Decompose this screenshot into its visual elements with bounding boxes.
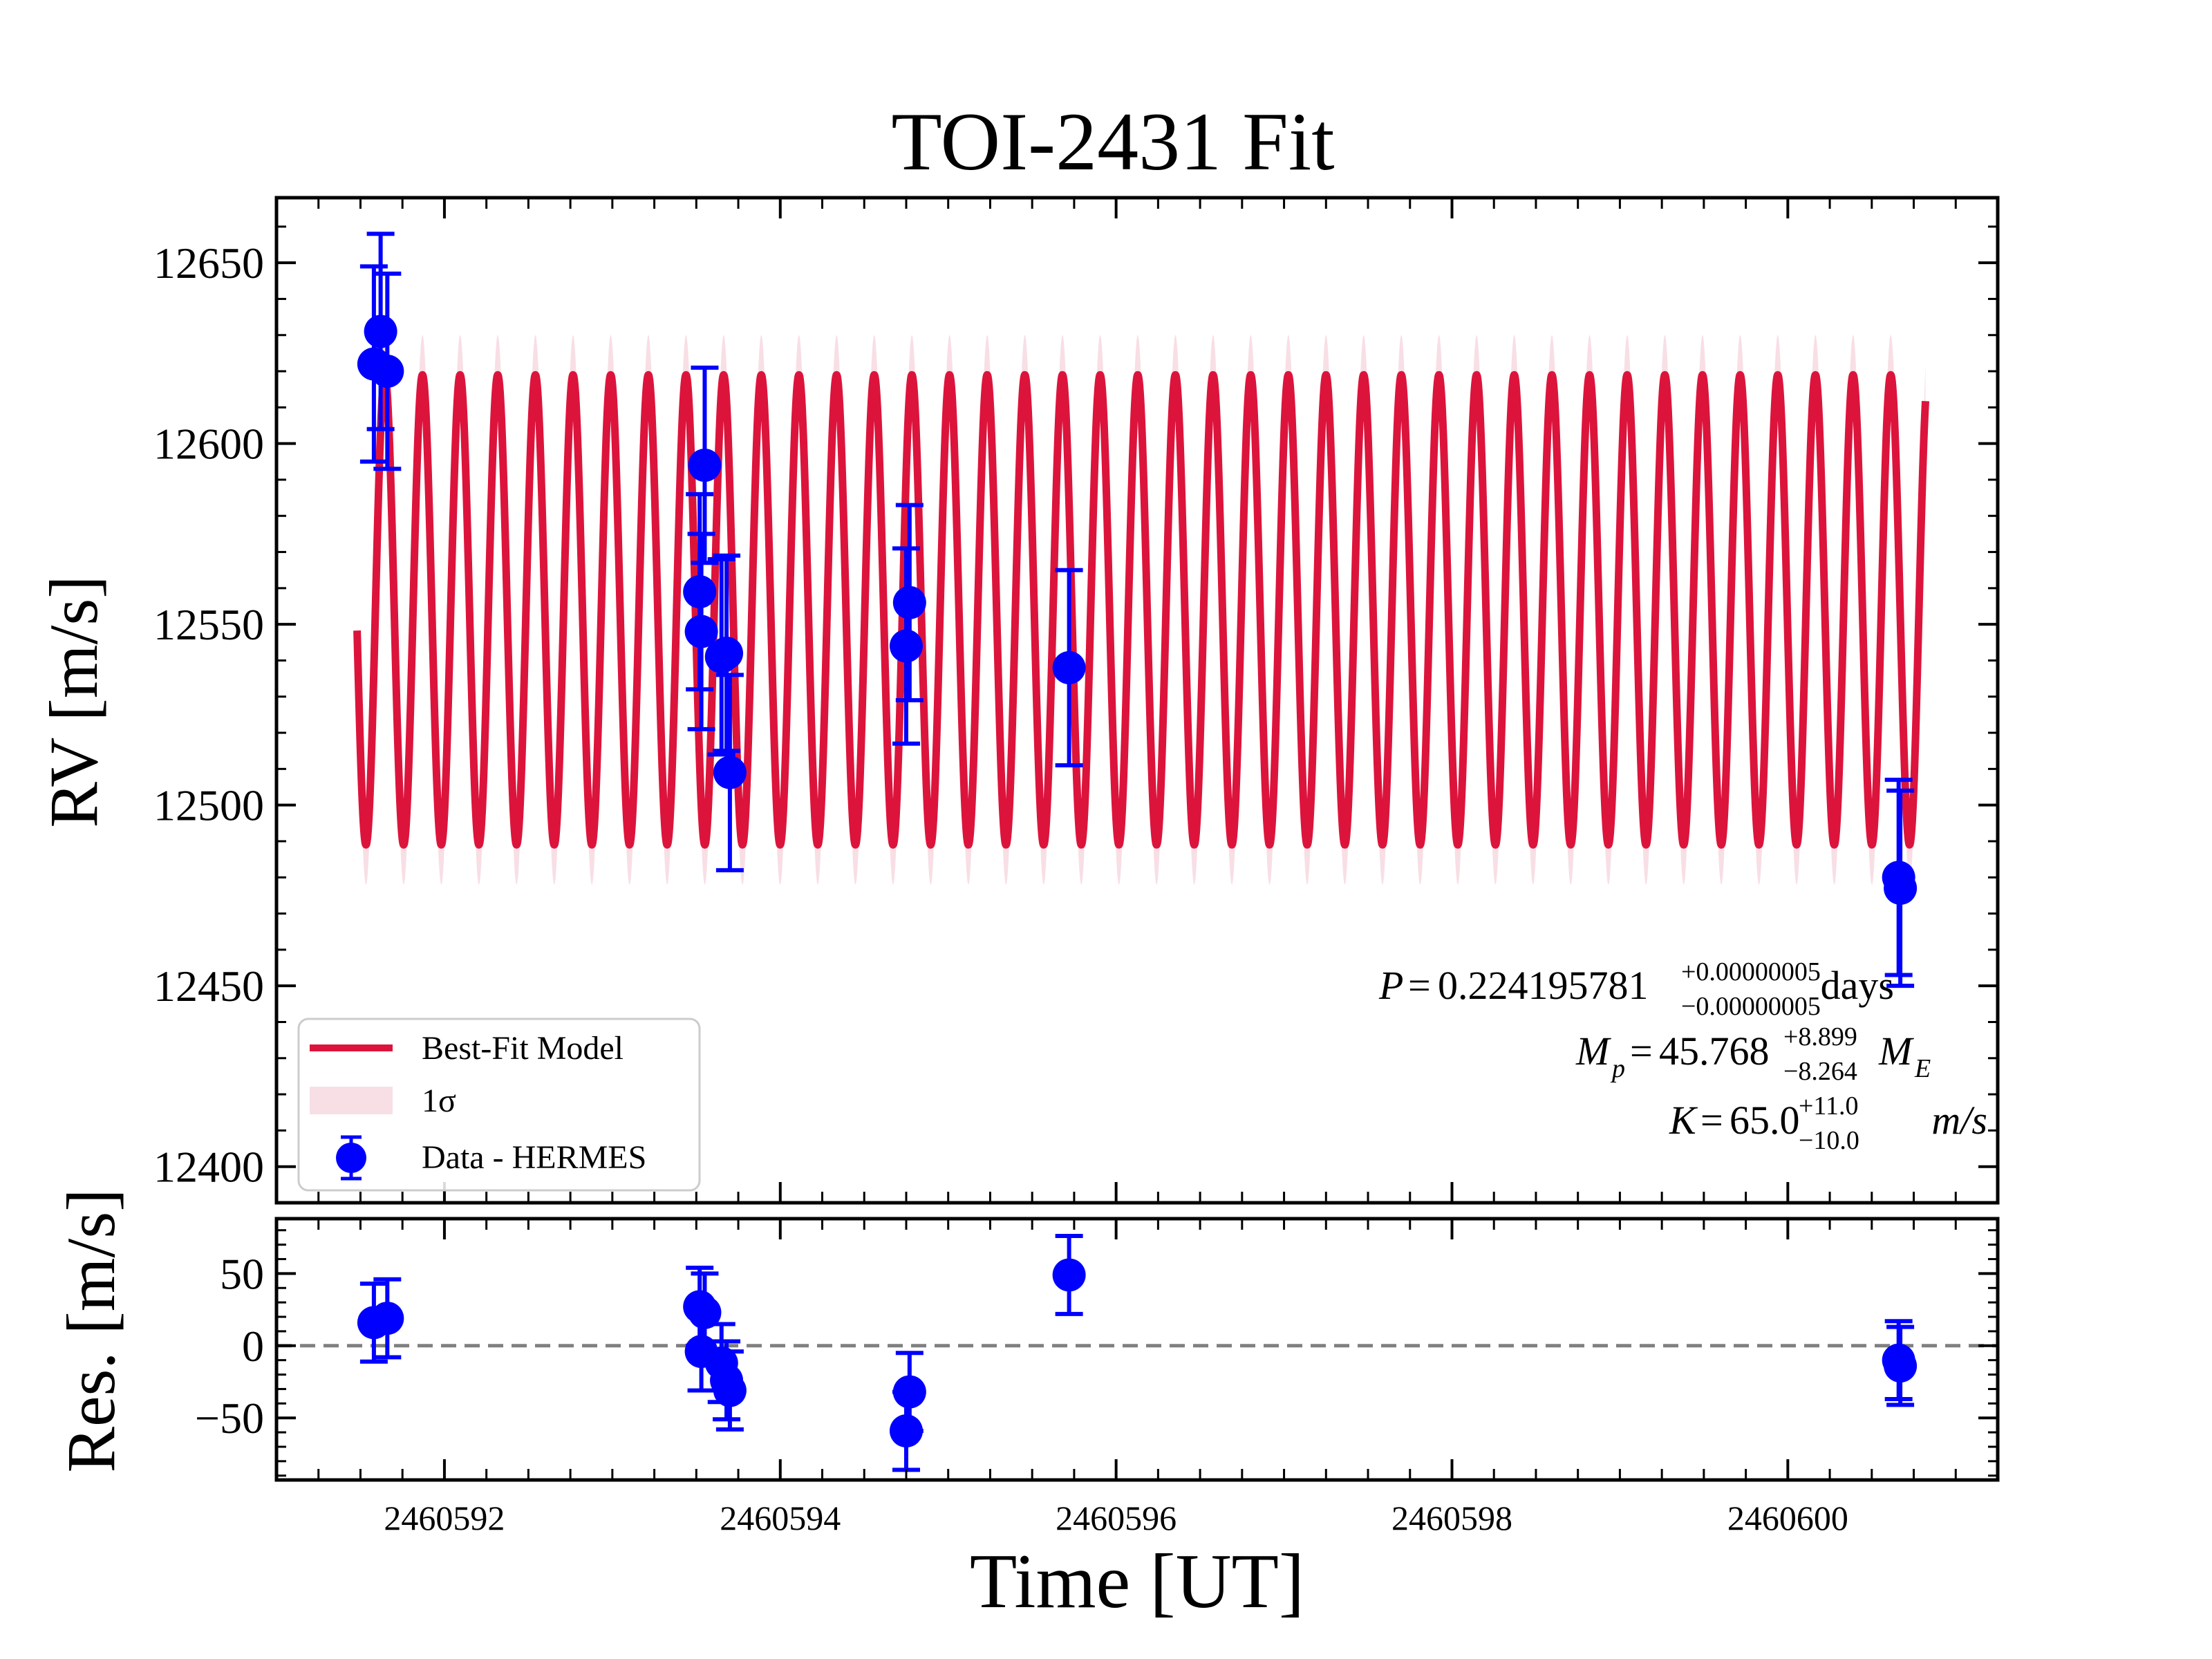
rv-data-points	[357, 232, 1918, 988]
rv-y-tick-label: 12500	[153, 781, 264, 830]
x-axis-label: Time [UT]	[970, 1539, 1304, 1624]
legend-frame	[297, 1018, 701, 1192]
mass-lower: −8.264	[1783, 1057, 1857, 1086]
rv-point-5	[688, 365, 722, 565]
mass-subscript: p	[1610, 1054, 1625, 1083]
period-upper: +0.00000005	[1681, 957, 1821, 986]
rv-y-tick-label: 12600	[153, 420, 264, 469]
residual-point-10	[1052, 1234, 1086, 1316]
rv-point-2	[371, 271, 404, 471]
best-fit-model-line	[353, 371, 1930, 849]
x-tick-label: 2460596	[1056, 1499, 1177, 1537]
period-unit: days	[1821, 963, 1894, 1008]
mass-unit-subscript: E	[1914, 1054, 1931, 1083]
rv-y-ticks: 12400 12450 12500 12550 12600 12650	[153, 225, 1998, 1192]
mass-symbol: M	[1575, 1029, 1611, 1074]
x-tick-label: 2460598	[1391, 1499, 1512, 1537]
best-fit-model-curve	[353, 371, 1930, 849]
residual-y-tick-label: 50	[220, 1249, 264, 1298]
k-unit: m/s	[1931, 1098, 1987, 1143]
mass-value: 45.768	[1659, 1029, 1770, 1074]
mass-equals: =	[1630, 1029, 1653, 1074]
legend-band-swatch	[310, 1087, 393, 1114]
rv-panel-frame	[274, 196, 2000, 1205]
residual-y-tick-label: 0	[242, 1322, 264, 1371]
legend: Best-Fit Model 1σ Data - HERMES	[297, 1018, 701, 1192]
legend-band-label: 1σ	[422, 1082, 456, 1119]
mass-annotation: M p = 45.768 +8.899 −8.264 M E	[1575, 1022, 1931, 1086]
residuals-panel: −50 0 50 2460592 2460594 2460596 2460598 24606…	[53, 1188, 2000, 1624]
residuals-panel-frame	[274, 1217, 2000, 1482]
rv-point-8	[713, 673, 747, 872]
chart-title: TOI-2431 Fit	[891, 95, 1334, 187]
rv-y-tick-label: 12550	[153, 600, 264, 649]
residual-point-12	[1884, 1324, 1918, 1407]
rv-y-axis-label: RV [m/s]	[35, 575, 112, 827]
residual-data-points	[357, 1234, 1918, 1472]
residual-y-tick-label: −50	[195, 1394, 264, 1443]
legend-model-label: Best-Fit Model	[422, 1030, 624, 1067]
period-symbol: P	[1378, 963, 1403, 1008]
residual-point-1	[371, 1277, 404, 1360]
period-value: 0.224195781	[1438, 963, 1649, 1008]
mass-upper: +8.899	[1783, 1022, 1857, 1051]
residual-x-ticks: 2460592 2460594 2460596 2460598 2460600	[317, 1219, 1957, 1537]
rv-point-9	[889, 546, 923, 746]
residual-y-ticks: −50 0 50	[195, 1229, 1998, 1477]
k-upper: +11.0	[1799, 1091, 1859, 1121]
period-equals: =	[1408, 963, 1431, 1008]
rv-point-13	[1884, 788, 1918, 988]
rv-y-tick-label: 12400	[153, 1143, 264, 1192]
mass-unit: M	[1878, 1029, 1914, 1074]
legend-data-marker	[336, 1143, 366, 1173]
k-equals: =	[1700, 1098, 1723, 1143]
x-tick-label: 2460592	[384, 1499, 505, 1537]
fit-parameters: P = 0.224195781 +0.00000005 −0.00000005 …	[1378, 957, 1987, 1155]
residual-y-axis-label: Res. [m/s]	[53, 1188, 129, 1472]
period-annotation: P = 0.224195781 +0.00000005 −0.00000005 …	[1378, 957, 1894, 1021]
rv-point-11	[1052, 568, 1086, 768]
rv-y-tick-label: 12450	[153, 962, 264, 1011]
legend-data-label: Data - HERMES	[422, 1139, 646, 1176]
x-tick-label: 2460600	[1727, 1499, 1848, 1537]
rv-x-ticks	[317, 198, 1957, 1203]
period-lower: −0.00000005	[1681, 992, 1821, 1021]
k-lower: −10.0	[1799, 1126, 1859, 1155]
semi-amplitude-annotation: K = 65.0 +11.0 −10.0 m/s	[1669, 1091, 1987, 1155]
x-tick-label: 2460594	[720, 1499, 841, 1537]
rv-y-tick-label: 12650	[153, 238, 264, 288]
rv-point-10	[892, 503, 926, 702]
residual-point-7	[713, 1349, 747, 1432]
rv-point-7	[710, 553, 744, 753]
k-value: 65.0	[1730, 1098, 1800, 1143]
residual-point-9	[892, 1351, 926, 1433]
rv-point-4	[684, 532, 718, 731]
k-symbol: K	[1669, 1098, 1698, 1143]
